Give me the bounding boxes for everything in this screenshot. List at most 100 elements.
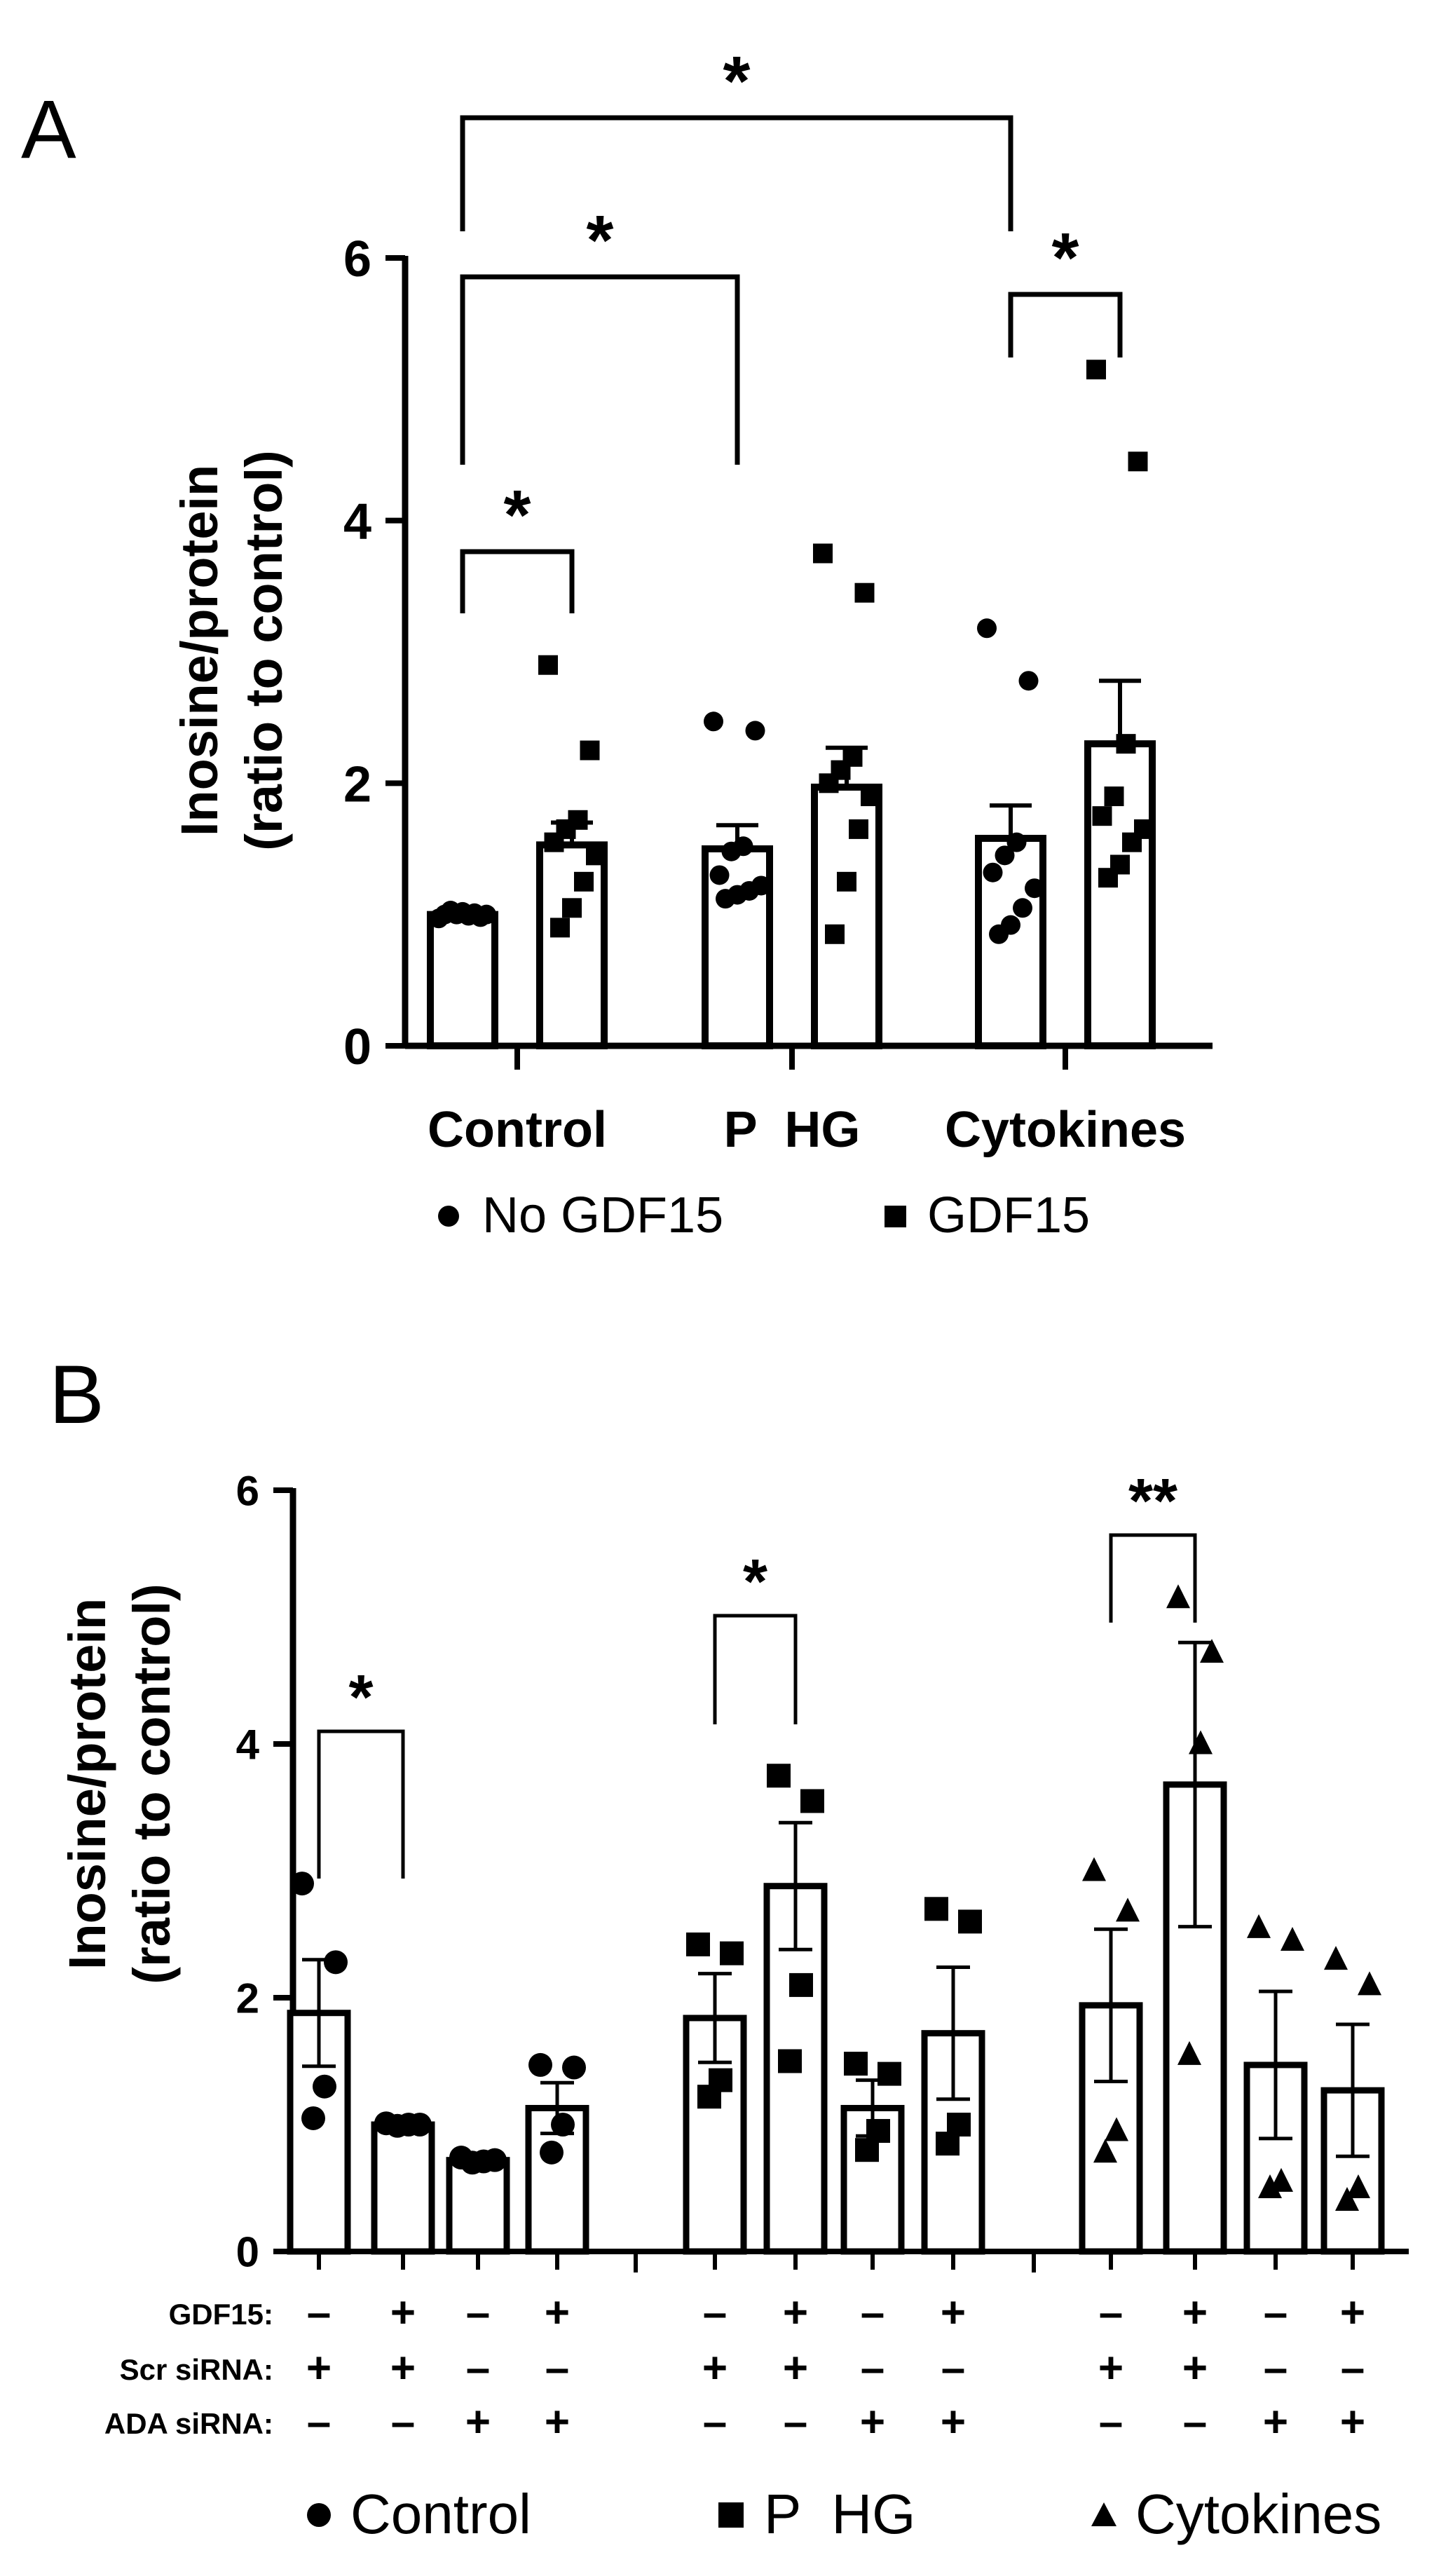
significance-label: *: [743, 1547, 767, 1617]
data-point: [958, 1909, 982, 1934]
condition-sign: –: [703, 2289, 727, 2337]
significance-bracket: [317, 1729, 405, 1879]
legend-label-no-gdf15: No GDF15: [482, 1187, 723, 1243]
data-point: [989, 924, 1009, 944]
data-point: [1006, 832, 1027, 852]
condition-sign: +: [390, 2344, 416, 2392]
panel-b-ylabel-line1: Inosine/protein: [58, 1598, 116, 1970]
condition-sign: +: [941, 2289, 966, 2337]
data-point: [544, 832, 564, 852]
condition-sign: –: [391, 2398, 415, 2446]
data-point: [538, 655, 558, 675]
data-point: [704, 711, 723, 732]
condition-sign: +: [702, 2344, 728, 2392]
panel-a-letter: A: [21, 83, 76, 176]
data-point: [697, 2085, 721, 2109]
data-point: [324, 1950, 348, 1975]
condition-sign: +: [1182, 2344, 1208, 2392]
significance-bracket: [460, 549, 575, 613]
panel-a: A Inosine/protein (ratio to control) 0 2 4…: [21, 42, 1213, 1243]
data-point: [1105, 2117, 1128, 2141]
data-point: [1018, 671, 1039, 691]
data-point: [562, 2055, 586, 2080]
data-point: [716, 889, 735, 909]
data-point: [1166, 1584, 1190, 1609]
condition-sign: +: [465, 2398, 491, 2446]
panel-b-letter: B: [49, 1349, 104, 1441]
data-point: [819, 773, 839, 793]
condition-row-label: Scr siRNA:: [120, 2353, 273, 2386]
data-point: [441, 901, 460, 921]
y-tick-label: 0: [343, 1019, 371, 1075]
condition-sign: +: [1098, 2344, 1124, 2392]
data-point: [290, 1872, 314, 1896]
panel-b-ylabel-line2: (ratio to control): [123, 1583, 181, 1984]
data-point: [1122, 832, 1142, 852]
condition-sign: +: [306, 2344, 332, 2392]
data-point: [1335, 2187, 1359, 2212]
significance-label: *: [587, 201, 614, 280]
data-point: [586, 845, 606, 866]
data-point: [825, 924, 845, 944]
condition-sign: +: [941, 2398, 966, 2446]
condition-sign: –: [703, 2398, 727, 2446]
data-point: [1247, 1914, 1271, 1938]
data-point: [778, 2049, 802, 2073]
data-point: [1082, 1857, 1106, 1881]
legend-label-gdf15: GDF15: [927, 1187, 1090, 1243]
condition-sign: –: [1264, 2344, 1288, 2392]
significance-bracket: [1008, 292, 1123, 357]
data-point: [813, 543, 833, 564]
legend-circle-marker: [307, 2503, 331, 2527]
legend-label-control: Control: [350, 2483, 531, 2545]
data-point: [1098, 868, 1118, 888]
panel-a-plot-area: 0 2 4 6 Control P HG Cytokines * * * *: [343, 42, 1213, 1158]
legend-label-cytokines: Cytokines: [1135, 2483, 1381, 2545]
significance-label: *: [504, 476, 531, 554]
data-point: [574, 871, 594, 892]
data-point: [1086, 360, 1106, 380]
data-point: [1013, 898, 1032, 918]
condition-row-label: GDF15:: [169, 2298, 273, 2331]
significance-bracket: [1109, 1533, 1197, 1623]
condition-sign: +: [1182, 2289, 1208, 2337]
bar: [811, 783, 882, 1050]
panel-a-ylabel-line2: (ratio to control): [235, 450, 293, 850]
data-point: [1358, 1971, 1381, 1996]
data-point: [1258, 2174, 1282, 2198]
panel-b-condition-table: GDF15: – + – + – + – + – + – + Scr siRNA: + + – – + + – – + + – –…: [104, 2289, 1365, 2446]
data-point: [745, 721, 765, 741]
data-point: [924, 1897, 948, 1921]
condition-sign: –: [307, 2398, 331, 2446]
data-point: [550, 918, 570, 938]
condition-sign: +: [783, 2289, 808, 2337]
data-point: [983, 862, 1003, 882]
data-point: [1116, 734, 1136, 754]
panel-b-legend: Control P HG Cytokines: [307, 2483, 1381, 2545]
data-point: [849, 819, 868, 839]
data-point: [855, 2138, 879, 2162]
condition-sign: –: [307, 2289, 331, 2337]
data-point: [844, 2052, 868, 2076]
data-point: [1346, 2174, 1370, 2198]
condition-sign: +: [1340, 2289, 1365, 2337]
data-point: [861, 786, 880, 807]
data-point: [460, 2151, 484, 2175]
condition-sign: +: [1263, 2398, 1288, 2446]
significance-label: **: [1128, 1466, 1177, 1536]
condition-sign: –: [1264, 2289, 1288, 2337]
data-point: [936, 2132, 960, 2156]
x-group-label: Control: [428, 1102, 607, 1158]
data-point: [709, 865, 730, 885]
legend-triangle-marker: [1091, 2502, 1117, 2526]
data-point: [767, 1764, 791, 1788]
data-point: [1092, 806, 1112, 826]
data-point: [789, 1972, 813, 1997]
data-point: [837, 871, 856, 892]
data-point: [686, 1932, 710, 1956]
y-tick-label: 2: [236, 1975, 259, 2022]
data-point: [313, 2074, 336, 2099]
condition-sign: +: [390, 2289, 416, 2337]
data-point: [1189, 1730, 1213, 1754]
